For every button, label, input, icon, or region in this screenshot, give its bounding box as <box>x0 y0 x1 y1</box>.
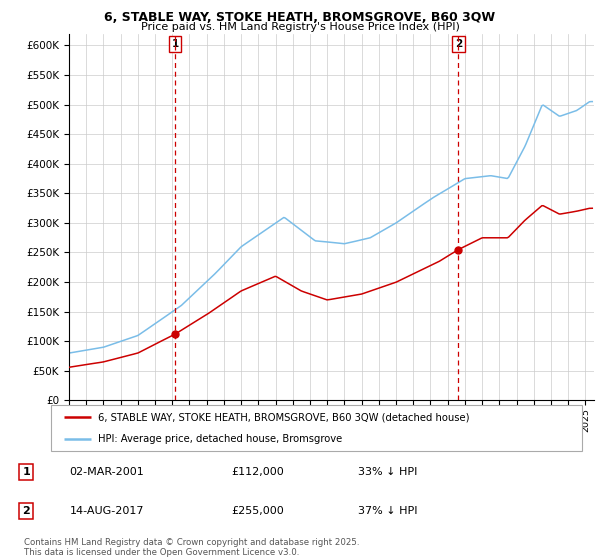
Text: 37% ↓ HPI: 37% ↓ HPI <box>358 506 417 516</box>
Text: 6, STABLE WAY, STOKE HEATH, BROMSGROVE, B60 3QW (detached house): 6, STABLE WAY, STOKE HEATH, BROMSGROVE, … <box>98 412 469 422</box>
Text: 1: 1 <box>23 467 30 477</box>
Text: 6, STABLE WAY, STOKE HEATH, BROMSGROVE, B60 3QW: 6, STABLE WAY, STOKE HEATH, BROMSGROVE, … <box>104 11 496 24</box>
Text: 14-AUG-2017: 14-AUG-2017 <box>70 506 144 516</box>
Text: Contains HM Land Registry data © Crown copyright and database right 2025.
This d: Contains HM Land Registry data © Crown c… <box>24 538 359 557</box>
FancyBboxPatch shape <box>51 405 582 451</box>
Text: Price paid vs. HM Land Registry's House Price Index (HPI): Price paid vs. HM Land Registry's House … <box>140 22 460 32</box>
Text: HPI: Average price, detached house, Bromsgrove: HPI: Average price, detached house, Brom… <box>98 435 342 444</box>
Text: 2: 2 <box>23 506 30 516</box>
Text: £112,000: £112,000 <box>231 467 284 477</box>
Text: 02-MAR-2001: 02-MAR-2001 <box>70 467 145 477</box>
Text: 33% ↓ HPI: 33% ↓ HPI <box>358 467 417 477</box>
Text: £255,000: £255,000 <box>231 506 284 516</box>
Text: 1: 1 <box>172 39 179 49</box>
Text: 2: 2 <box>455 39 462 49</box>
